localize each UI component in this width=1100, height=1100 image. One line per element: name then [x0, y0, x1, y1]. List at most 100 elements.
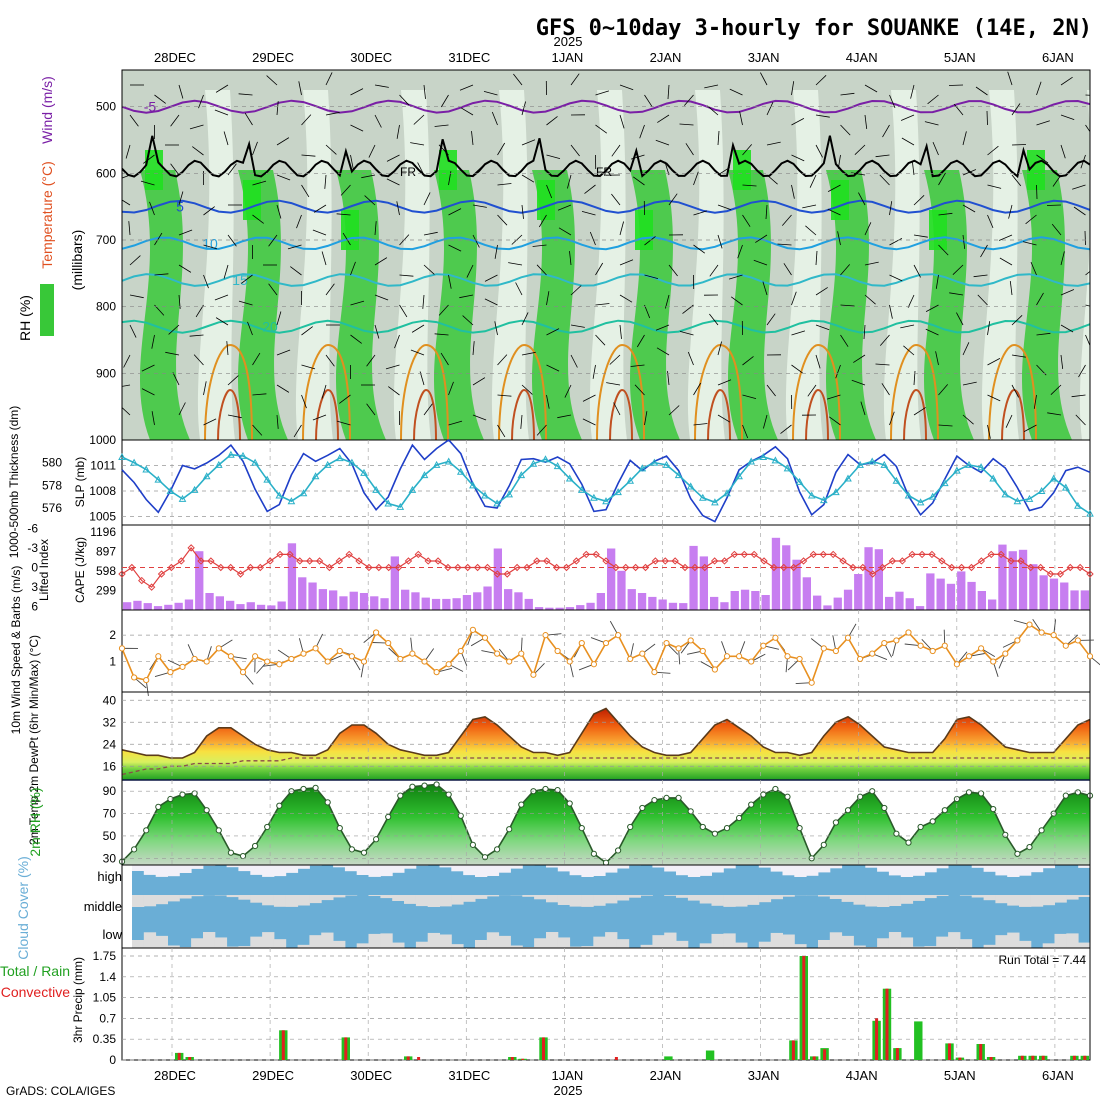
wind10m-speed-line-point [1050, 632, 1057, 639]
lifted-index-point [819, 550, 828, 559]
wind-barb [252, 180, 267, 186]
rh2m-line-point [615, 847, 622, 854]
wind-barb [203, 244, 218, 250]
wind-barb [791, 118, 805, 126]
lifted-index-point [641, 563, 650, 572]
wind-barb [301, 364, 316, 370]
rh2m-line-point [651, 797, 658, 804]
rh2m-line-point [711, 830, 719, 837]
cloud-high-gap [333, 865, 346, 868]
temp-contour-label: 15 [232, 272, 248, 288]
precip-convective-bar [510, 1057, 514, 1060]
lifted-index-point [622, 563, 630, 572]
cloud-middle-gap [285, 895, 299, 907]
wind-barb [766, 102, 774, 116]
wind-barb [913, 234, 928, 238]
wind-barb [1036, 154, 1049, 164]
temp-contour [122, 199, 1090, 214]
lifted-index-point [157, 570, 166, 578]
wind-barb [374, 84, 389, 88]
wind-barb [472, 204, 487, 208]
rh2m-line-point [1038, 827, 1045, 834]
cape-bar [287, 543, 297, 610]
cape-bar [833, 597, 842, 610]
date-label-bottom: 28DEC [154, 1068, 196, 1083]
cloud-high-gap [687, 865, 701, 877]
lifted-index-point [543, 557, 551, 565]
rh2m-line-point [905, 839, 912, 846]
cloud-middle-gap [664, 895, 677, 896]
wind-barb [973, 274, 988, 278]
rh2m-line-point [639, 804, 646, 812]
precip-convective-bar [188, 1057, 192, 1060]
cloud-middle-gap [770, 895, 783, 900]
cloud-low-gap [273, 939, 287, 949]
cloud-low-gap [1019, 940, 1032, 948]
lifted-index-point [444, 563, 452, 572]
date-label-top: 30DEC [350, 50, 392, 65]
lifted-index-point [701, 563, 709, 572]
wind-barb [494, 244, 498, 259]
date-label-bottom: 2JAN [650, 1068, 682, 1083]
wind-barb [325, 354, 335, 367]
wind-barb [619, 221, 624, 236]
cape-bar [473, 592, 482, 610]
thickness-line-point [577, 485, 586, 493]
wind10m-speed-line-point [421, 658, 428, 665]
cloud-low-gap [829, 932, 843, 948]
wind-barb [986, 110, 988, 126]
cloud-low-gap [711, 933, 724, 948]
wind-barb [889, 238, 903, 246]
wind-barb [913, 195, 925, 206]
cloud-low-gap [498, 935, 511, 948]
wind-barb [619, 324, 622, 339]
ua-tick-label: 500 [96, 100, 116, 114]
date-label-top: 6JAN [1042, 50, 1074, 65]
precip-total-bar [705, 1050, 715, 1060]
wind10m-speed-line [121, 623, 1091, 685]
chart-title: GFS 0~10day 3-hourly for SOUANKE (14E, 2… [536, 16, 1092, 41]
wind-barb [399, 94, 410, 106]
lifted-index-point [997, 550, 1005, 559]
lifted-index-point [789, 563, 798, 572]
cape-bar [843, 589, 853, 610]
wind-barb [668, 193, 678, 206]
freezing-label: FR [596, 165, 612, 179]
cloud-low-gap [605, 932, 618, 949]
wind10m-speed-line-point [530, 671, 537, 678]
wind-barb [1085, 124, 1090, 133]
cloud-low-gap [593, 936, 606, 949]
wind-barb [238, 93, 253, 96]
top-date-axis: 28DEC 29DEC 30DEC 31DEC 1JAN 2JAN 3JAN 4JAN 5JAN… [154, 50, 1074, 65]
wind10m-speed-line-point [566, 658, 573, 665]
thickness-line-point [529, 459, 538, 467]
cloud-low-gap [451, 944, 464, 949]
wind10m-speed-line-point [615, 632, 622, 639]
wind-barb [178, 191, 184, 206]
cloud-high-gap [770, 865, 783, 872]
wind-barb [1011, 174, 1022, 187]
lifted-index-point [957, 563, 966, 572]
wind-barb [149, 201, 155, 216]
cloud-low-gap [1078, 942, 1091, 948]
cape-bar [215, 596, 224, 610]
temp-contour-label: 10 [202, 235, 218, 251]
wind10m-speed-line-point [203, 658, 210, 665]
wind-barb [826, 394, 841, 400]
rh-dry-column [491, 90, 529, 440]
wind-barb [717, 341, 722, 356]
wind-barb [203, 206, 215, 216]
cloud-low-gap [995, 935, 1008, 949]
wind-barb [536, 264, 547, 276]
lifted-index-point [454, 563, 462, 572]
thickness-line-point [178, 494, 187, 502]
rh-dry-column [589, 90, 627, 440]
lifted-index-point [839, 557, 847, 565]
wind-barb [903, 345, 915, 356]
precip-tick-label: 1.75 [93, 949, 117, 963]
wind-barb [864, 294, 876, 305]
wind-barb [609, 354, 621, 365]
wind-tick-label: 1 [109, 655, 116, 669]
precip-convective-bar [895, 1048, 899, 1060]
wind10m-speed-line-point [808, 679, 815, 686]
